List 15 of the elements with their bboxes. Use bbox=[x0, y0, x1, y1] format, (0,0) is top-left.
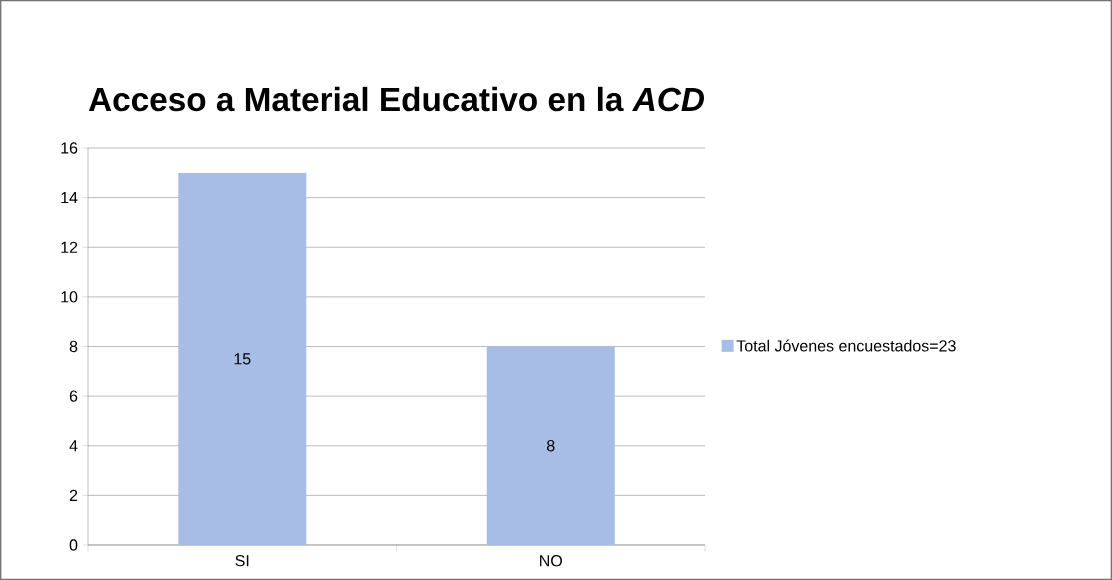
legend-label: Total Jóvenes encuestados=23 bbox=[736, 339, 956, 352]
y-tick-label: 14 bbox=[61, 192, 78, 204]
y-tick-label: 12 bbox=[61, 241, 78, 253]
y-tick-label: 16 bbox=[61, 142, 78, 154]
y-tick-label: 2 bbox=[69, 489, 78, 501]
text: 15 bbox=[234, 353, 251, 365]
y-tick-label: 8 bbox=[69, 340, 78, 353]
y-tick-label: 6 bbox=[69, 390, 78, 402]
y-tick-label: 10 bbox=[61, 291, 78, 303]
x-tick-label: NO bbox=[540, 555, 562, 567]
y-tick-label: 0 bbox=[69, 539, 78, 551]
x-tick-label: SI bbox=[235, 555, 249, 567]
y-tick-label: 4 bbox=[69, 440, 78, 452]
text: 8 bbox=[547, 440, 555, 452]
chart-title: Acceso a Material Educativo en la ACD bbox=[88, 86, 704, 112]
